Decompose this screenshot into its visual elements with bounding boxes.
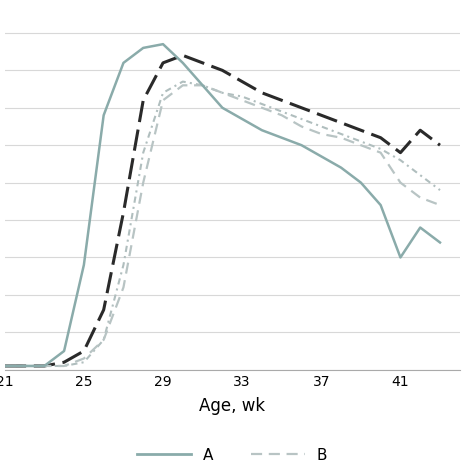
C [319,112,324,118]
C [299,105,304,110]
C [418,128,423,133]
C [22,363,27,369]
D [398,157,403,163]
B [319,131,324,137]
B [358,142,364,148]
B [398,180,403,185]
A [418,225,423,230]
D [219,90,225,96]
B [41,363,47,369]
D [437,187,443,193]
Line: C: C [5,55,440,366]
D [299,116,304,122]
B [378,150,383,155]
B [160,98,166,103]
C [2,363,8,369]
A [81,262,87,268]
B [437,202,443,208]
C [81,348,87,354]
B [81,356,87,361]
D [279,109,284,114]
D [160,90,166,96]
C [219,67,225,73]
C [61,359,67,365]
C [120,210,126,215]
A [160,41,166,47]
C [41,363,47,369]
Line: B: B [5,85,440,366]
B [299,124,304,129]
A [120,60,126,66]
D [101,337,107,343]
A [22,363,27,369]
A [259,128,265,133]
D [239,94,245,100]
A [140,45,146,51]
B [338,135,344,141]
C [259,90,265,96]
B [279,112,284,118]
C [101,307,107,313]
D [41,363,47,369]
D [319,124,324,129]
A [239,116,245,122]
A [61,348,67,354]
B [120,284,126,290]
C [140,98,146,103]
C [358,128,364,133]
C [437,142,443,148]
D [22,363,27,369]
B [219,90,225,96]
C [338,120,344,126]
A [378,202,383,208]
C [200,60,205,66]
A [101,112,107,118]
B [418,195,423,201]
B [239,98,245,103]
C [279,98,284,103]
D [378,146,383,152]
A [299,142,304,148]
D [61,363,67,369]
Line: D: D [5,82,440,366]
D [200,82,205,88]
Line: A: A [5,44,440,366]
A [2,363,8,369]
D [2,363,8,369]
B [180,82,186,88]
A [279,135,284,141]
A [41,363,47,369]
D [180,79,186,84]
A [338,165,344,171]
C [239,79,245,84]
C [378,135,383,141]
D [259,101,265,107]
D [338,131,344,137]
D [418,172,423,178]
D [140,150,146,155]
C [180,53,186,58]
B [22,363,27,369]
B [200,82,205,88]
A [437,240,443,246]
D [120,262,126,268]
A [398,255,403,260]
B [259,105,265,110]
Legend: A, B: A, B [131,441,334,469]
C [398,150,403,155]
A [319,154,324,159]
B [61,363,67,369]
A [200,82,205,88]
B [101,337,107,343]
D [81,359,87,365]
A [358,180,364,185]
C [160,60,166,66]
D [358,138,364,144]
A [219,105,225,110]
A [180,60,186,66]
X-axis label: Age, wk: Age, wk [199,397,265,415]
B [140,180,146,185]
B [2,363,8,369]
